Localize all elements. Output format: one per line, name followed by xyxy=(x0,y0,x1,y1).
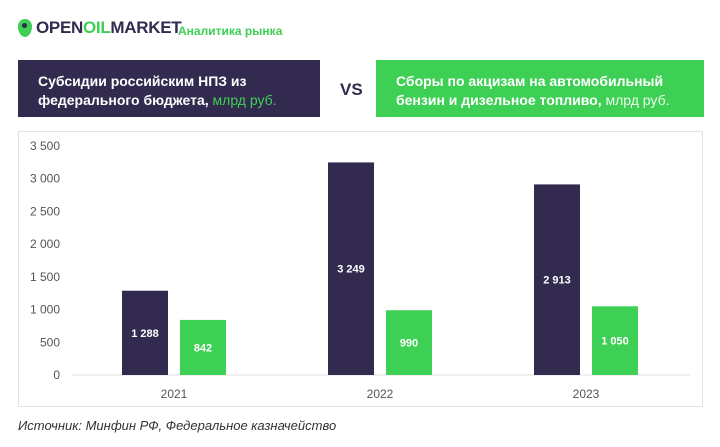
bar-subsidies xyxy=(534,184,580,375)
y-tick-label: 1 000 xyxy=(30,303,60,317)
bar-value-label: 2 913 xyxy=(543,275,571,287)
y-tick-label: 2 500 xyxy=(30,204,60,218)
logo-text: OPENOILMARKET xyxy=(36,18,182,37)
y-tick-label: 2 000 xyxy=(30,237,60,251)
oil-drop-icon xyxy=(18,19,32,37)
chart-frame xyxy=(18,131,703,407)
source-note: Источник: Минфин РФ, Федеральное казначе… xyxy=(18,418,337,433)
tagline: Аналитика рынка xyxy=(178,24,283,38)
bar-value-label: 990 xyxy=(400,338,418,350)
bar-value-label: 1 288 xyxy=(131,328,159,340)
bar-excise xyxy=(180,319,226,375)
y-tick-label: 0 xyxy=(53,368,60,382)
x-tick-label: 2022 xyxy=(367,387,394,401)
x-tick-label: 2021 xyxy=(161,387,188,401)
y-tick-label: 3 500 xyxy=(30,139,60,153)
y-tick-label: 1 500 xyxy=(30,270,60,284)
y-tick-label: 500 xyxy=(40,335,60,349)
bar-excise xyxy=(386,310,432,375)
bar-value-label: 842 xyxy=(194,342,212,354)
bar-subsidies xyxy=(328,162,374,375)
legend-excise: Сборы по акцизам на автомобильный бензин… xyxy=(376,60,704,117)
bar-value-label: 3 249 xyxy=(337,264,365,276)
vs-label: VS xyxy=(340,80,363,99)
bar-subsidies xyxy=(122,290,168,375)
legend-subsidies: Субсидии российским НПЗ из федерального … xyxy=(18,60,320,117)
bar-excise xyxy=(592,306,638,375)
logo: OPENOILMARKET xyxy=(18,18,182,38)
bar-value-label: 1 050 xyxy=(601,336,629,348)
x-tick-label: 2023 xyxy=(573,387,600,401)
y-tick-label: 3 000 xyxy=(30,172,60,186)
